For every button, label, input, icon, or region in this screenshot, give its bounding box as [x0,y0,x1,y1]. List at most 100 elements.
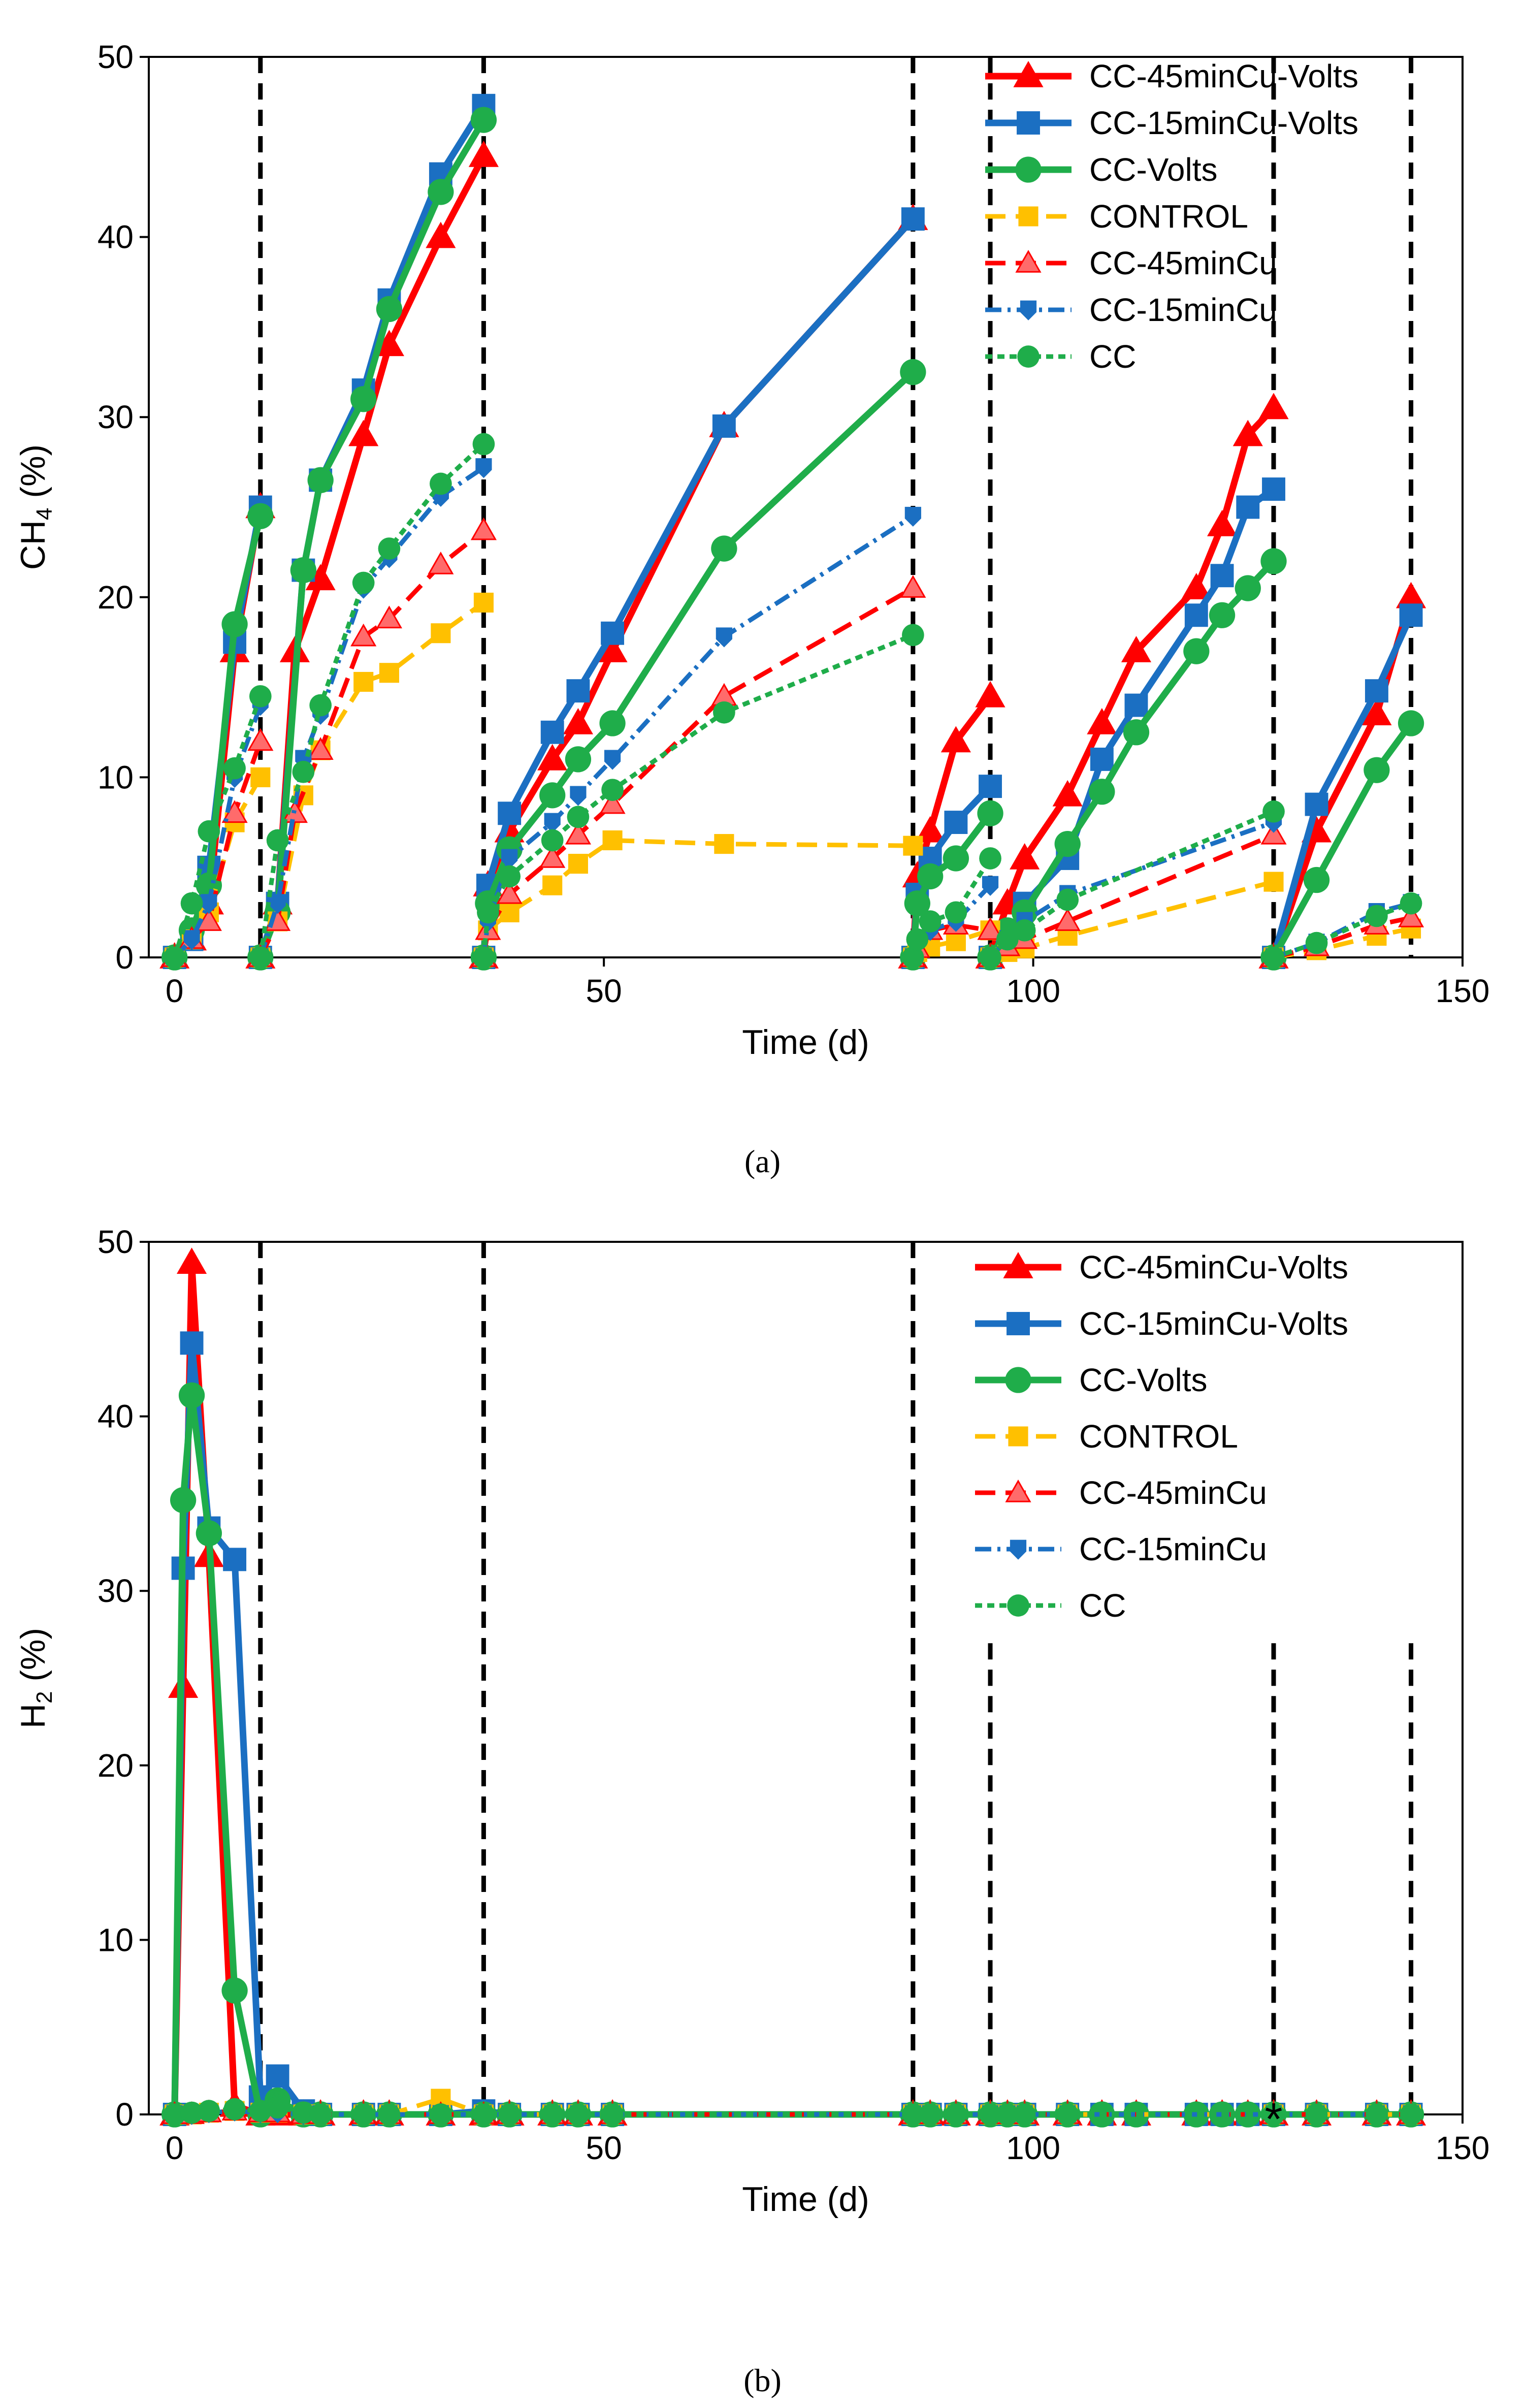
data-point [1366,2103,1388,2126]
data-point [348,420,379,446]
data-point [902,946,924,969]
data-point [249,685,272,708]
data-point [223,1548,247,1571]
data-point [1235,575,1261,601]
data-point [902,624,924,647]
legend-label: CC-Volts [1079,1362,1208,1398]
data-point [1305,2103,1328,2126]
data-point [163,2103,186,2126]
data-point [1209,602,1236,628]
data-point [180,2101,203,2124]
y-axis-title: CH4 (%) [14,444,57,570]
data-point [376,605,403,629]
data-point [943,845,969,872]
data-point [250,767,271,787]
data-point [163,946,186,969]
plot-area-frame [148,1241,1464,2115]
data-point [352,571,375,594]
data-point [307,467,334,493]
data-point [353,671,374,692]
data-point [919,2103,942,2126]
data-point [266,2064,289,2088]
data-point [292,2101,315,2124]
series-line [1270,596,1414,959]
y-tick-label: 0 [115,939,134,976]
data-point [566,679,590,703]
data-point [915,816,946,843]
data-point [223,757,246,780]
data-point [945,901,967,924]
data-point [570,786,587,806]
series-line [1270,614,1414,958]
legend-swatch-marker [1005,1479,1031,1502]
data-point [565,821,592,845]
data-point [428,179,454,205]
data-point [996,928,1019,951]
y-tick-label: 20 [98,1747,134,1784]
x-tick-label: 0 [166,973,184,1009]
data-point [223,2098,246,2121]
data-point [180,1331,204,1355]
y-tick-label: 10 [98,759,134,795]
y-axis-title-unit: (%) [14,444,52,508]
data-point [944,811,968,834]
data-point [178,1382,205,1409]
data-point [176,1247,207,1274]
data-point [472,2103,495,2126]
data-point [906,928,929,951]
data-point [1232,420,1263,446]
data-point [468,141,499,167]
legend-swatch-marker [1015,249,1042,273]
legend-swatch-marker [1003,1251,1033,1278]
data-point [1207,509,1238,536]
legend-label: CC-Volts [1089,151,1218,188]
series-line [480,369,916,958]
y-axis-title-subscript: 2 [32,1691,57,1704]
data-point [1090,747,1114,771]
y-tick-label: 50 [98,39,134,75]
data-point [249,946,272,969]
data-point [470,107,497,133]
data-point [170,1487,197,1514]
data-point [567,2103,590,2126]
x-tick-label: 100 [1006,2130,1060,2166]
data-point [501,849,518,869]
x-axis-title: Time (d) [742,2180,869,2219]
data-point [977,917,1003,940]
legend-label: CC [1079,1587,1126,1624]
legend-swatch-marker [1008,1426,1028,1447]
series-line [987,405,1276,958]
data-point [544,813,561,833]
series-line [480,216,916,958]
data-point [247,503,274,529]
data-point [602,830,623,851]
data-point [498,801,522,825]
data-point [1056,888,1079,911]
data-point [1400,2103,1422,2126]
data-point [475,458,492,478]
legend-swatch-marker [1017,111,1040,135]
data-point [496,881,523,904]
chart-panel-a: 0 10 20 30 40 50 0 50 100 150 Time (d) CH4 (%) CC-45… [14,39,1489,1179]
data-point [473,592,494,613]
legend-label: CC-15minCu-Volts [1079,1305,1348,1342]
legend-label: CONTROL [1079,1418,1238,1455]
legend: CC-45minCu-Volts CC-15minCu-Volts CC-Volts… [975,1249,1348,1624]
data-point [1210,564,1234,588]
y-tick-label: 50 [98,1224,134,1260]
data-point [1124,693,1148,717]
data-point [537,744,568,770]
x-tick-label: 50 [586,2130,622,2166]
annotation-marker: * [1264,2094,1282,2145]
data-point [180,892,203,915]
data-point [247,728,274,751]
data-point [266,829,289,852]
data-point [979,946,1001,969]
y-tick-label: 40 [98,219,134,255]
data-point [1236,495,1260,519]
x-tick-label: 100 [1006,973,1060,1009]
legend-swatch-marker [1013,60,1044,87]
legend-label: CC-45minCu-Volts [1089,58,1358,94]
data-point [1184,603,1208,627]
data-point [1364,757,1390,783]
